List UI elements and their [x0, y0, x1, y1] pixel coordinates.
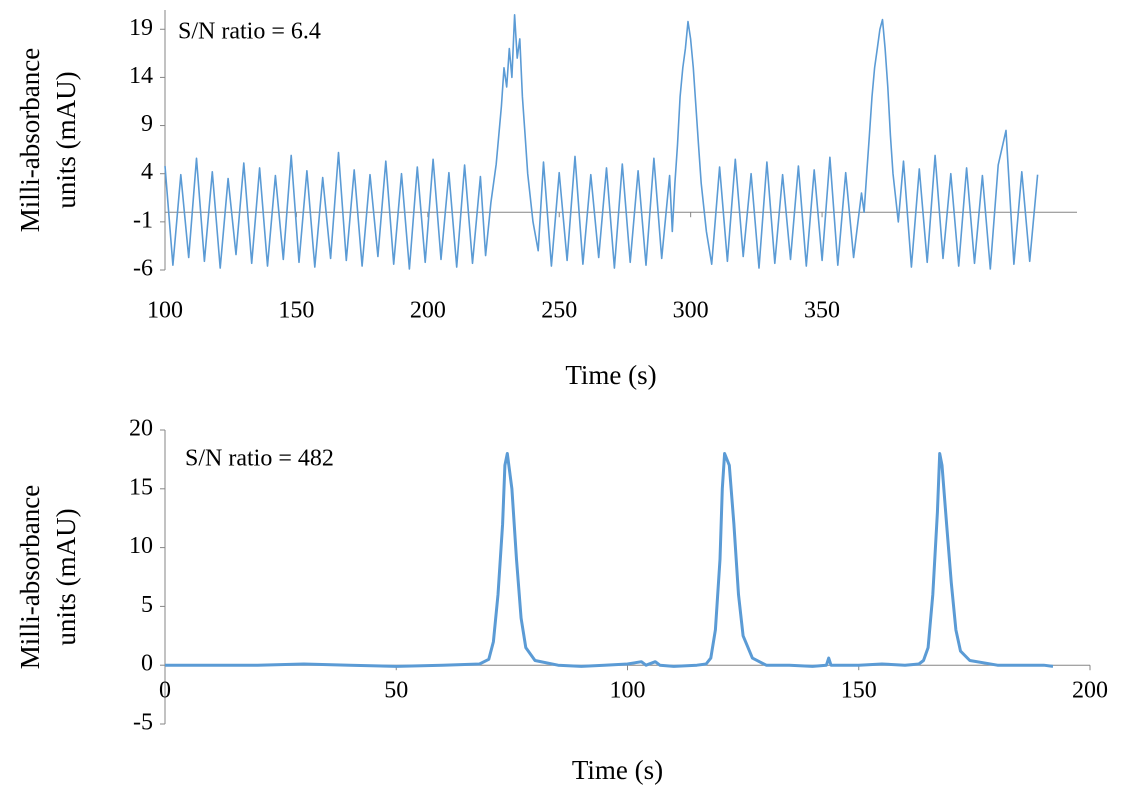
x-axis-label: Time (s) — [572, 755, 663, 785]
x-tick-label: 350 — [804, 298, 840, 324]
y-axis-label: units (mAU) — [51, 71, 81, 208]
x-tick-label: 150 — [278, 298, 314, 324]
y-tick-label: 4 — [141, 159, 153, 185]
x-axis-label: Time (s) — [565, 360, 656, 390]
chart-panel: -6 -1 4 9 14 19 100 150 200 250 300 350 S/N ratio = … — [15, 10, 1077, 390]
x-tick-label: 100 — [610, 678, 646, 704]
y-tick-label: 19 — [129, 15, 153, 41]
y-tick-label: 0 — [141, 651, 153, 677]
y-tick-label: 5 — [141, 592, 153, 618]
x-tick-label: 150 — [841, 678, 877, 704]
x-tick-label: 50 — [384, 678, 408, 704]
x-tick-label: 250 — [541, 298, 577, 324]
x-tick-label: 200 — [410, 298, 446, 324]
y-tick-label: 10 — [129, 533, 153, 559]
data-line — [165, 452, 1054, 668]
y-tick-label: 20 — [129, 416, 153, 442]
x-tick-label: 100 — [147, 298, 183, 324]
annotation: S/N ratio = 482 — [185, 446, 334, 472]
y-tick-label: 14 — [129, 63, 153, 89]
y-tick-label: -1 — [133, 207, 153, 233]
data-line — [164, 14, 1039, 270]
x-tick-label: 200 — [1072, 678, 1108, 704]
annotation: S/N ratio = 6.4 — [178, 19, 321, 45]
y-tick-label: 9 — [141, 111, 153, 137]
x-tick-label: 300 — [673, 298, 709, 324]
y-tick-label: -5 — [133, 710, 153, 736]
x-tick-label: 0 — [159, 678, 171, 704]
y-tick-label: -6 — [133, 256, 153, 282]
y-axis-label: Milli-absorbance — [15, 485, 45, 669]
y-axis-label: Milli-absorbance — [15, 48, 45, 232]
y-tick-label: 15 — [129, 474, 153, 500]
y-axis-label: units (mAU) — [51, 508, 81, 645]
